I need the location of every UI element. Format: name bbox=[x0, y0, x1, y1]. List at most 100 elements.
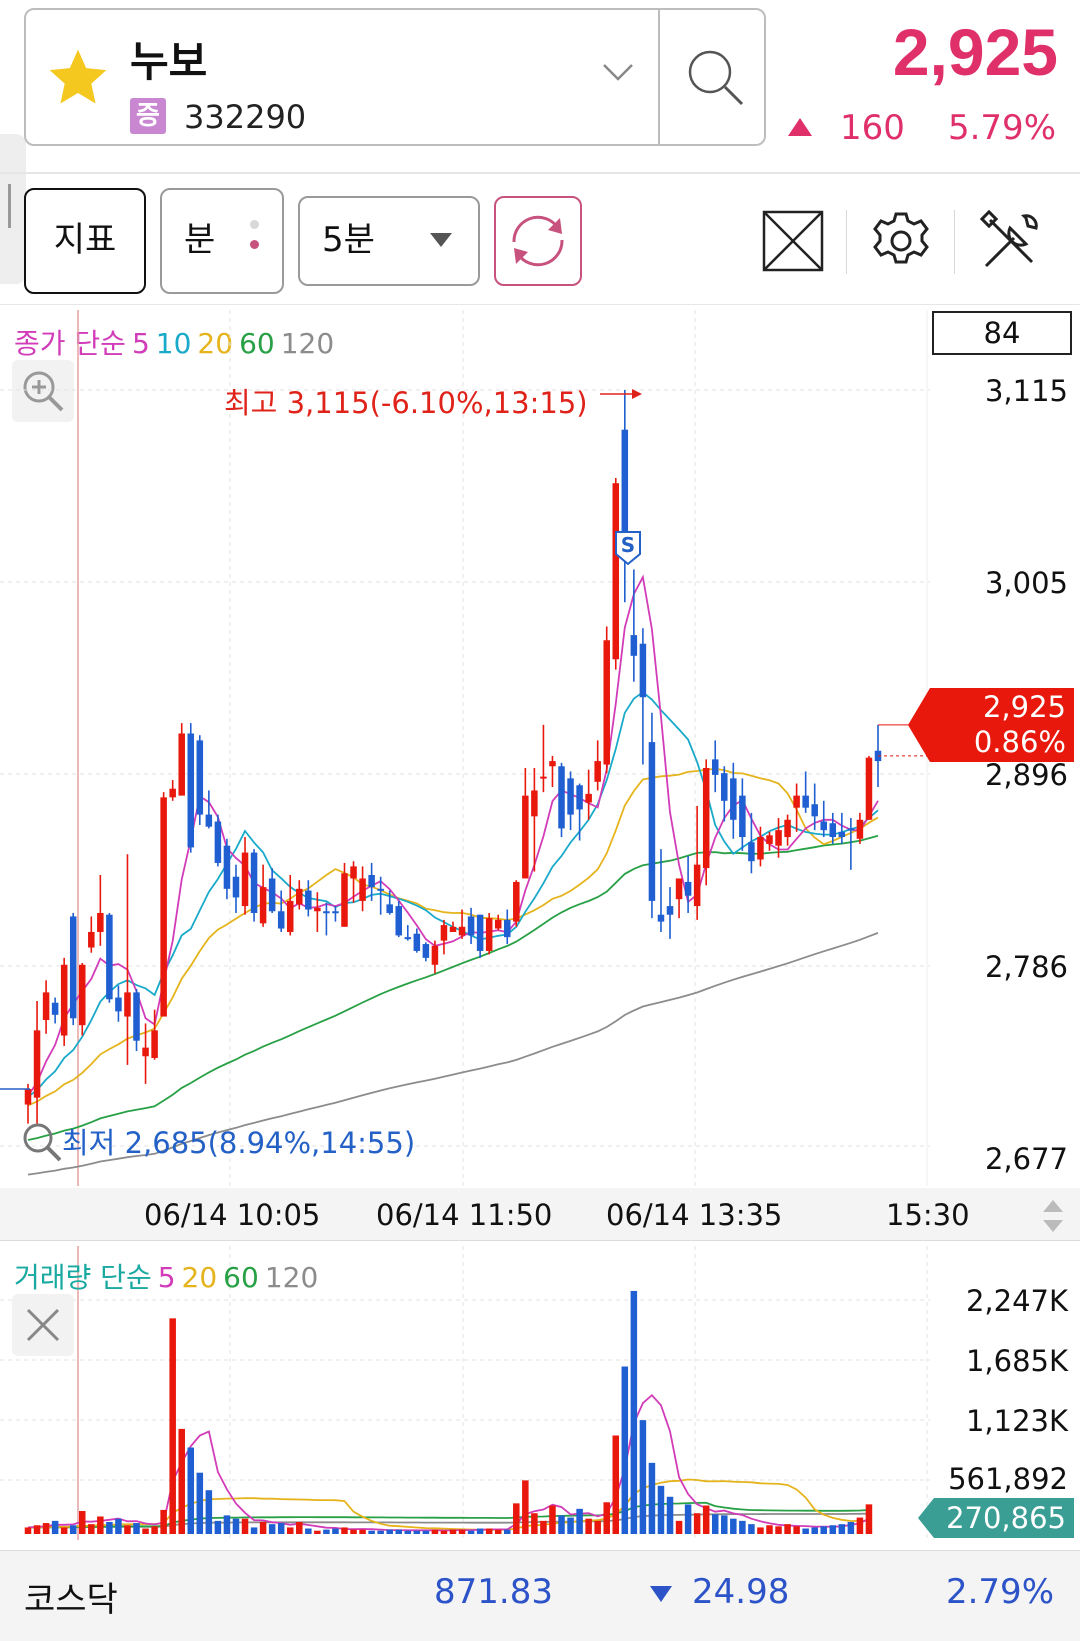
candle-body bbox=[766, 835, 773, 844]
x-tick-label: 06/14 11:50 bbox=[376, 1198, 553, 1232]
candle-body bbox=[223, 845, 231, 889]
vol-legend-ma60: 60 bbox=[223, 1261, 259, 1294]
volume-bar bbox=[106, 1521, 113, 1534]
volume-bar bbox=[494, 1529, 502, 1534]
vol-legend-ma5: 5 bbox=[157, 1261, 176, 1294]
volume-bar bbox=[241, 1518, 249, 1534]
indicator-button[interactable]: 지표 bbox=[24, 188, 146, 294]
volume-bar bbox=[504, 1529, 511, 1534]
candle-body bbox=[585, 793, 592, 803]
candle-body bbox=[259, 887, 267, 924]
volume-bar bbox=[739, 1520, 746, 1534]
volume-separator bbox=[0, 1240, 1080, 1241]
vol-ma60-line bbox=[28, 1501, 870, 1529]
volume-bar bbox=[549, 1505, 556, 1534]
candle-body bbox=[657, 914, 665, 922]
down-triangle-icon bbox=[650, 1586, 672, 1602]
volume-bar bbox=[567, 1517, 574, 1534]
volume-bar bbox=[467, 1530, 475, 1534]
vol-tick-label: 1,123K bbox=[965, 1404, 1068, 1438]
dropdown-arrow-icon bbox=[430, 233, 452, 247]
candle-body bbox=[865, 757, 873, 820]
candle-body bbox=[522, 795, 529, 879]
volume-bar bbox=[151, 1526, 158, 1534]
side-panel-tab[interactable] bbox=[0, 134, 26, 284]
volume-bar bbox=[286, 1527, 294, 1534]
candle-body bbox=[730, 778, 737, 820]
legend-ma5: 5 bbox=[131, 327, 150, 360]
tools-icon[interactable] bbox=[976, 206, 1046, 276]
volume-bar bbox=[603, 1502, 610, 1534]
volume-bar bbox=[169, 1318, 176, 1534]
candle-body bbox=[350, 866, 357, 879]
candle-body bbox=[820, 821, 827, 831]
candle-body bbox=[196, 740, 204, 815]
candle-body bbox=[467, 916, 475, 936]
chevron-down-icon[interactable] bbox=[600, 60, 636, 84]
legend-ma60: 60 bbox=[239, 327, 275, 360]
candle-body bbox=[133, 992, 140, 1041]
volume-bar bbox=[648, 1462, 656, 1534]
period-select[interactable]: 5분 bbox=[298, 196, 480, 286]
chart-canvas[interactable]: S bbox=[0, 300, 1080, 1550]
zoom-in-icon bbox=[23, 371, 64, 412]
minute-button[interactable]: 분 bbox=[160, 188, 284, 294]
favorite-star-icon[interactable] bbox=[44, 44, 112, 112]
price-legend[interactable]: 종가 단순 5 10 20 60 120 bbox=[14, 322, 340, 362]
vol-legend-ma20: 20 bbox=[181, 1261, 218, 1294]
index-change: 24.98 bbox=[692, 1572, 790, 1612]
candle-body bbox=[567, 778, 574, 815]
volume-bar bbox=[820, 1526, 827, 1534]
volume-bar bbox=[711, 1514, 719, 1534]
candle-body bbox=[314, 907, 321, 912]
volume-bar bbox=[675, 1520, 683, 1534]
close-volume-button[interactable] bbox=[12, 1294, 74, 1356]
legend-prefix: 종가 단순 bbox=[14, 327, 126, 360]
candle-body bbox=[51, 1002, 59, 1015]
candle-body bbox=[323, 911, 330, 914]
candle-body bbox=[187, 733, 195, 848]
candle-body bbox=[422, 944, 430, 958]
volume-bar bbox=[142, 1528, 149, 1534]
candle-body bbox=[531, 790, 538, 817]
y-tick-label: 2,786 bbox=[984, 950, 1068, 984]
gear-icon[interactable] bbox=[866, 206, 936, 276]
volume-bar bbox=[88, 1524, 95, 1534]
candle-body bbox=[241, 852, 249, 907]
refresh-button[interactable] bbox=[494, 196, 582, 286]
x-tick-label: 15:30 bbox=[886, 1198, 970, 1232]
volume-bar bbox=[187, 1447, 195, 1534]
candle-body bbox=[305, 890, 312, 910]
side-panel-handle[interactable] bbox=[8, 184, 11, 228]
expand-icon[interactable] bbox=[758, 206, 828, 276]
stock-code: 332290 bbox=[184, 98, 307, 136]
market-index-bar[interactable] bbox=[0, 1550, 1080, 1641]
volume-bar bbox=[458, 1529, 466, 1534]
candle-body bbox=[404, 937, 412, 940]
volume-bar bbox=[485, 1528, 493, 1534]
candle-body bbox=[739, 795, 746, 838]
volume-bar bbox=[332, 1528, 339, 1534]
candle-body bbox=[413, 933, 421, 951]
volume-bar bbox=[305, 1528, 312, 1534]
vol-tick-label: 2,247K bbox=[965, 1284, 1068, 1318]
market-badge: 증 bbox=[130, 98, 166, 134]
stock-name: 누보 bbox=[130, 37, 208, 86]
volume-bar bbox=[413, 1530, 421, 1534]
candle-body bbox=[856, 819, 864, 839]
toolbar-divider bbox=[846, 210, 847, 274]
candle-body bbox=[847, 828, 855, 831]
volume-bar bbox=[79, 1511, 86, 1534]
search-icon[interactable] bbox=[680, 42, 752, 114]
candle-body bbox=[151, 1030, 158, 1058]
volume-bar bbox=[24, 1527, 32, 1534]
zoom-in-button[interactable] bbox=[12, 360, 74, 422]
time-axis-band[interactable] bbox=[0, 1188, 1080, 1240]
scroll-arrows-icon[interactable] bbox=[1038, 1196, 1068, 1236]
volume-bar bbox=[829, 1525, 837, 1534]
candle-body bbox=[594, 761, 601, 782]
volume-legend[interactable]: 거래량 단순 5 20 60 120 bbox=[14, 1256, 324, 1296]
volume-bar bbox=[748, 1524, 755, 1534]
volume-bar bbox=[558, 1515, 565, 1534]
candle-body bbox=[757, 837, 764, 860]
